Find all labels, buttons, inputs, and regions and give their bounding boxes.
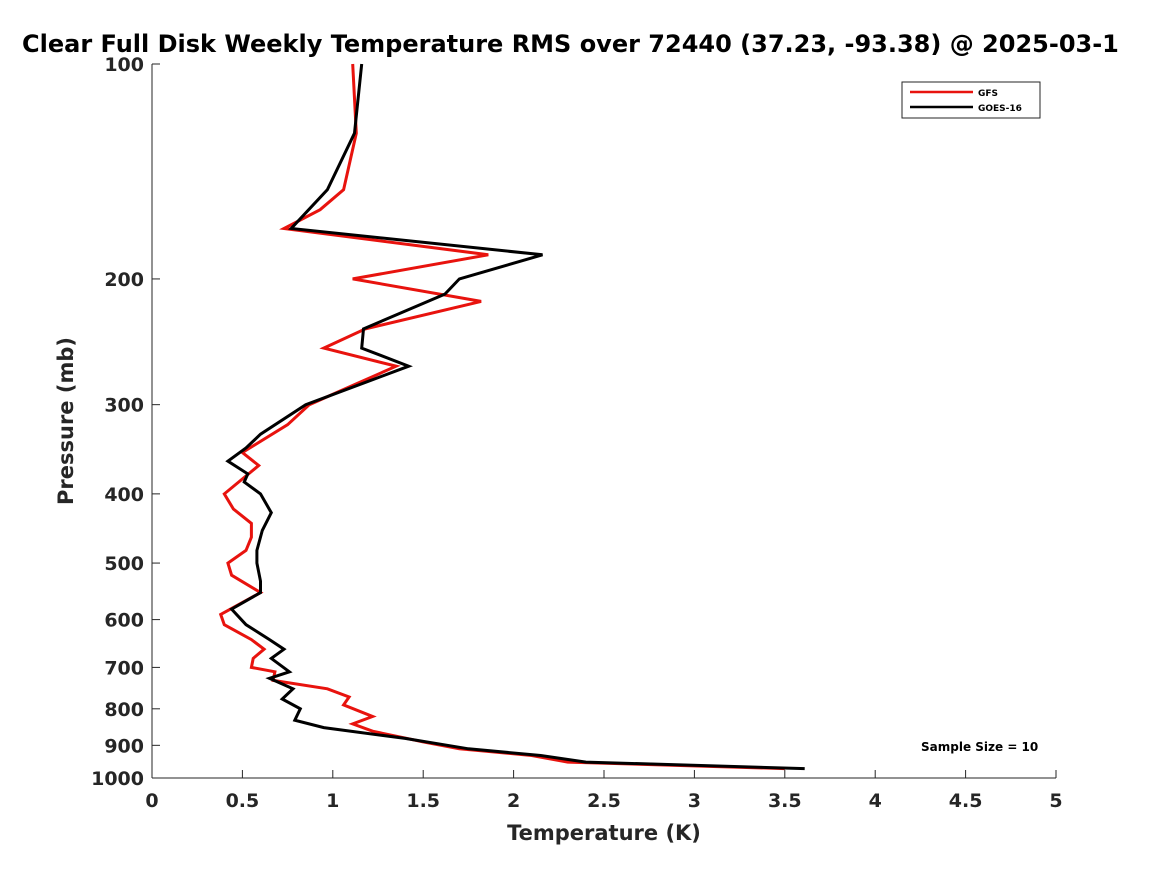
y-tick-label: 300 xyxy=(104,395,144,417)
legend-label-gfs: GFS xyxy=(978,89,998,99)
legend-box xyxy=(901,81,1041,119)
x-tick-label: 2 xyxy=(507,790,520,812)
y-tick-label: 100 xyxy=(104,54,144,76)
series-line-goes16 xyxy=(225,63,805,771)
x-tick-label: 0.5 xyxy=(226,790,260,812)
y-tick-label: 900 xyxy=(104,735,144,757)
x-tick-label: 2.5 xyxy=(587,790,621,812)
y-tick-label: 400 xyxy=(104,484,144,506)
legend: GFS GOES-16 xyxy=(901,81,1041,119)
y-tick-label: 700 xyxy=(104,657,144,679)
x-tick-label: 5 xyxy=(1049,790,1062,812)
x-tick-label: 1.5 xyxy=(406,790,440,812)
x-axis-label: Temperature (K) xyxy=(507,821,701,845)
y-tick-label: 200 xyxy=(104,269,144,291)
plot-area xyxy=(152,64,1056,778)
y-tick-label: 1000 xyxy=(91,768,144,790)
series-line-gfs xyxy=(218,63,785,771)
y-tick-label: 800 xyxy=(104,699,144,721)
legend-label-goes16: GOES-16 xyxy=(978,104,1022,114)
sample-size-annotation: Sample Size = 10 xyxy=(921,740,1038,754)
x-tick-label: 0 xyxy=(145,790,158,812)
series-lines xyxy=(218,63,805,771)
x-tick-label: 4.5 xyxy=(949,790,983,812)
y-axis-label: Pressure (mb) xyxy=(54,337,78,505)
x-tick-label: 4 xyxy=(869,790,882,812)
x-tick-label: 1 xyxy=(326,790,339,812)
y-tick-label: 600 xyxy=(104,610,144,632)
chart-title: Clear Full Disk Weekly Temperature RMS o… xyxy=(22,30,1119,58)
y-tick-label: 500 xyxy=(104,553,144,575)
y-axis-ticks: 100 200 300 400 500 600 700 800 900 1000 xyxy=(91,54,160,790)
x-axis-ticks: 0 0.5 1 1.5 2 2.5 3 3.5 4 4.5 5 xyxy=(145,770,1063,812)
x-tick-label: 3 xyxy=(688,790,701,812)
x-tick-label: 3.5 xyxy=(768,790,802,812)
